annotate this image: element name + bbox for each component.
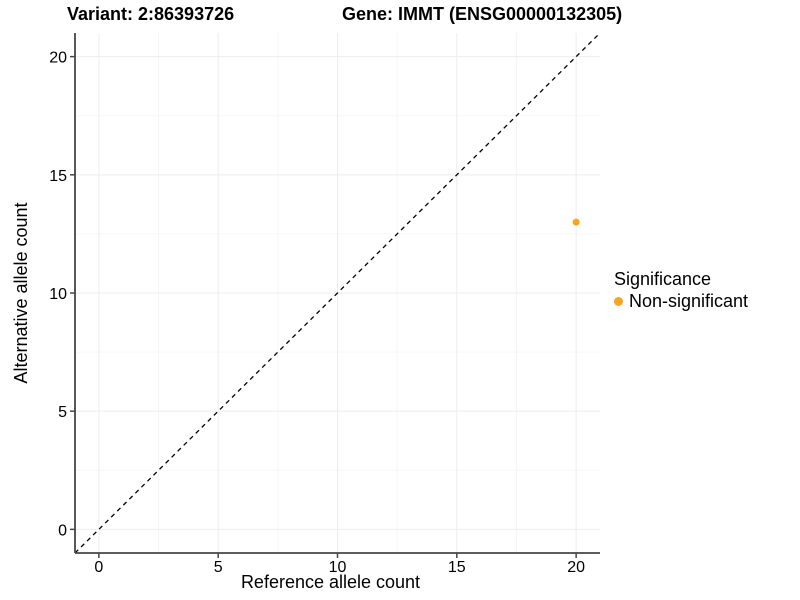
x-tick-label: 0 [94, 559, 103, 576]
identity-line-group [74, 32, 601, 554]
data-points [572, 218, 580, 226]
legend-title: Significance [614, 269, 712, 289]
x-tick-label: 20 [567, 559, 585, 576]
y-tick-label: 15 [49, 168, 67, 185]
y-axis-title: Alternative allele count [11, 202, 31, 384]
data-point [572, 218, 580, 226]
tick-labels: 0 5 10 15 20 0 5 10 15 20 [49, 50, 585, 576]
x-axis-title: Reference allele count [240, 572, 421, 592]
x-tick-label: 5 [214, 559, 223, 576]
y-tick-label: 5 [58, 404, 67, 421]
y-tick-label: 20 [49, 50, 67, 67]
y-tick-label: 10 [49, 286, 67, 303]
plot-title-gene: Gene: IMMT (ENSG00000132305) [342, 4, 623, 24]
x-tick-label: 15 [448, 559, 466, 576]
x-tick-label: 10 [329, 559, 347, 576]
identity-line [74, 32, 601, 554]
legend-dot-icon [614, 296, 623, 306]
legend-item: Non-significant [614, 291, 748, 311]
y-tick-label: 0 [58, 522, 67, 539]
legend: Significance Non-significant [614, 269, 748, 311]
plot-title-variant: Variant: 2:86393726 [67, 4, 235, 24]
legend-item-label: Non-significant [629, 291, 749, 311]
axis-ticks [70, 55, 577, 558]
